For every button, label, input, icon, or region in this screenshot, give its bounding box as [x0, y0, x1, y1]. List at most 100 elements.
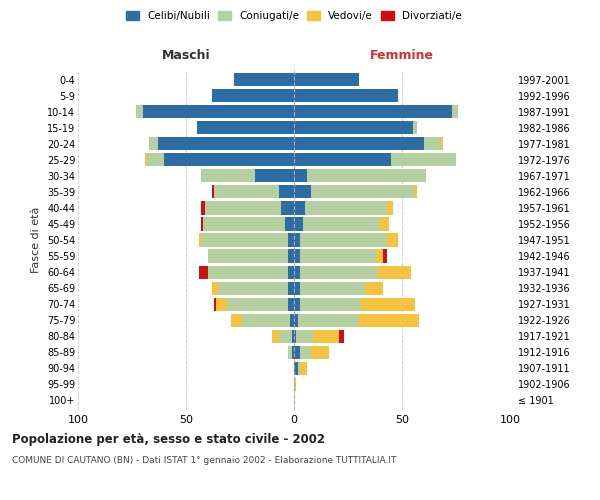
Bar: [294, 298, 301, 310]
Bar: [255, 170, 294, 182]
Bar: [292, 330, 294, 343]
Bar: [212, 186, 214, 198]
Bar: [311, 346, 329, 359]
Bar: [391, 153, 456, 166]
Bar: [378, 266, 410, 278]
Bar: [301, 362, 307, 375]
Bar: [294, 73, 359, 86]
Bar: [340, 330, 344, 343]
Bar: [452, 105, 458, 118]
Bar: [279, 186, 294, 198]
Bar: [383, 250, 387, 262]
Bar: [287, 346, 292, 359]
Bar: [298, 362, 301, 375]
Bar: [294, 250, 301, 262]
Bar: [305, 202, 387, 214]
Bar: [286, 218, 294, 230]
Bar: [294, 218, 302, 230]
Bar: [199, 266, 208, 278]
Bar: [149, 137, 158, 150]
Bar: [212, 282, 218, 294]
Bar: [307, 170, 426, 182]
Bar: [294, 234, 301, 246]
Bar: [361, 298, 415, 310]
Bar: [201, 202, 205, 214]
Bar: [292, 346, 294, 359]
Bar: [301, 346, 311, 359]
Bar: [294, 266, 301, 278]
Bar: [214, 298, 216, 310]
Bar: [380, 218, 389, 230]
Bar: [441, 137, 443, 150]
Bar: [287, 266, 294, 278]
Bar: [281, 202, 294, 214]
Bar: [294, 137, 424, 150]
Bar: [233, 73, 294, 86]
Bar: [313, 330, 340, 343]
Bar: [216, 298, 227, 310]
Bar: [272, 330, 279, 343]
Bar: [201, 218, 203, 230]
Text: Femmine: Femmine: [370, 49, 434, 62]
Bar: [294, 153, 391, 166]
Bar: [197, 121, 294, 134]
Bar: [158, 137, 294, 150]
Bar: [203, 218, 286, 230]
Y-axis label: Fasce di età: Fasce di età: [31, 207, 41, 273]
Bar: [287, 234, 294, 246]
Bar: [301, 266, 378, 278]
Bar: [294, 121, 413, 134]
Bar: [294, 89, 398, 102]
Bar: [147, 153, 164, 166]
Text: COMUNE DI CAUTANO (BN) - Dati ISTAT 1° gennaio 2002 - Elaborazione TUTTITALIA.IT: COMUNE DI CAUTANO (BN) - Dati ISTAT 1° g…: [12, 456, 397, 465]
Text: Maschi: Maschi: [161, 49, 211, 62]
Bar: [294, 346, 301, 359]
Bar: [294, 362, 298, 375]
Bar: [199, 234, 201, 246]
Bar: [365, 282, 383, 294]
Bar: [294, 202, 305, 214]
Bar: [214, 186, 279, 198]
Bar: [301, 234, 387, 246]
Bar: [232, 314, 242, 327]
Bar: [387, 234, 398, 246]
Bar: [413, 121, 417, 134]
Bar: [287, 282, 294, 294]
Text: Popolazione per età, sesso e stato civile - 2002: Popolazione per età, sesso e stato civil…: [12, 432, 325, 446]
Bar: [218, 282, 287, 294]
Bar: [145, 153, 147, 166]
Bar: [136, 105, 143, 118]
Bar: [201, 234, 287, 246]
Bar: [294, 330, 296, 343]
Bar: [287, 298, 294, 310]
Bar: [311, 186, 415, 198]
Bar: [208, 250, 287, 262]
Bar: [205, 202, 281, 214]
Bar: [242, 314, 290, 327]
Bar: [143, 105, 294, 118]
Bar: [301, 250, 376, 262]
Bar: [208, 266, 287, 278]
Bar: [359, 314, 419, 327]
Legend: Celibi/Nubili, Coniugati/e, Vedovi/e, Divorziati/e: Celibi/Nubili, Coniugati/e, Vedovi/e, Di…: [123, 8, 465, 24]
Bar: [294, 105, 452, 118]
Bar: [415, 186, 417, 198]
Bar: [212, 89, 294, 102]
Bar: [287, 250, 294, 262]
Bar: [201, 170, 255, 182]
Bar: [387, 202, 394, 214]
Bar: [294, 314, 298, 327]
Bar: [164, 153, 294, 166]
Bar: [298, 314, 359, 327]
Bar: [296, 330, 313, 343]
Bar: [227, 298, 287, 310]
Bar: [301, 298, 361, 310]
Bar: [294, 170, 307, 182]
Bar: [290, 314, 294, 327]
Bar: [376, 250, 383, 262]
Bar: [302, 218, 380, 230]
Bar: [294, 378, 296, 391]
Bar: [294, 186, 311, 198]
Bar: [294, 282, 301, 294]
Bar: [279, 330, 292, 343]
